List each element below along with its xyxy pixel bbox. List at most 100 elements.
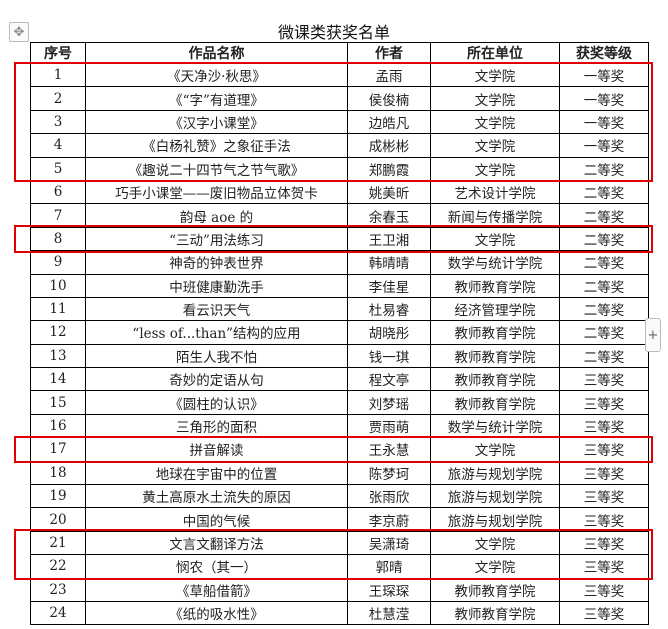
col-author-cell: 王琛琛 [347, 577, 431, 602]
col-work-title-cell: 《纸的吸水性》 [85, 600, 348, 626]
col-work-title-cell: 奇妙的定语从句 [85, 367, 348, 392]
col-award-level-cell: 三等奖 [559, 600, 649, 626]
col-unit-cell: 文学院 [430, 86, 560, 111]
table-row: 12 “less of...than”结构的应用 胡晓彤 教师教育学院 二等奖 [30, 320, 649, 345]
header-col-unit: 所在单位 [430, 42, 560, 64]
col-award-level-cell: 三等奖 [559, 554, 649, 579]
col-work-title-cell: 《圆柱的认识》 [85, 390, 348, 415]
table-row: 1 《天净沙·秋思》 孟雨 文学院 一等奖 [30, 62, 649, 88]
col-award-level-cell: 二等奖 [559, 203, 649, 228]
col-award-level-cell: 一等奖 [559, 86, 649, 111]
table-row: 6 巧手小课堂——废旧物品立体贺卡 姚美昕 艺术设计学院 二等奖 [30, 179, 649, 205]
col-work-title-cell: 中国的气候 [85, 507, 348, 532]
add-row-button[interactable]: + [645, 318, 661, 352]
col-author-cell: 贾雨萌 [347, 413, 431, 439]
col-index-cell: 12 [30, 320, 86, 345]
col-author-cell: 成彬彬 [347, 133, 431, 158]
col-award-level-cell: 三等奖 [559, 577, 649, 602]
col-index-cell: 13 [30, 343, 86, 369]
col-index-cell: 6 [30, 179, 86, 205]
col-index-cell: 20 [30, 507, 86, 532]
header-col-award-level: 获奖等级 [559, 42, 649, 64]
col-work-title-cell: “less of...than”结构的应用 [85, 320, 348, 345]
col-author-cell: 吴潇琦 [347, 530, 431, 556]
col-unit-cell: 教师教育学院 [430, 600, 560, 626]
table-row: 23 《草船借箭》 王琛琛 教师教育学院 三等奖 [30, 577, 649, 602]
col-unit-cell: 教师教育学院 [430, 577, 560, 602]
col-award-level-cell: 二等奖 [559, 156, 649, 181]
col-work-title-cell: 陌生人我不怕 [85, 343, 348, 369]
col-unit-cell: 教师教育学院 [430, 367, 560, 392]
col-index-cell: 1 [30, 62, 86, 88]
table-row: 2 《“字”有道理》 侯俊楠 文学院 一等奖 [30, 86, 649, 111]
col-unit-cell: 文学院 [430, 156, 560, 181]
table-row: 3 《汉字小课堂》 边皓凡 文学院 一等奖 [30, 109, 649, 135]
col-award-level-cell: 二等奖 [559, 273, 649, 298]
move-arrows-icon: ✥ [13, 24, 25, 40]
col-award-level-cell: 三等奖 [559, 460, 649, 486]
col-author-cell: 余春玉 [347, 203, 431, 228]
col-index-cell: 7 [30, 203, 86, 228]
col-award-level-cell: 二等奖 [559, 226, 649, 252]
col-index-cell: 23 [30, 577, 86, 602]
col-unit-cell: 教师教育学院 [430, 343, 560, 369]
col-index-cell: 24 [30, 600, 86, 626]
col-author-cell: 王永慧 [347, 437, 431, 462]
highlight-box [14, 61, 653, 183]
col-author-cell: 程文亭 [347, 367, 431, 392]
table-row: 7 韵母 aoe 的余春玉 新闻与传播学院 二等奖 [30, 203, 649, 228]
col-work-title-cell: 文言文翻译方法 [85, 530, 348, 556]
table-row: 15 《圆柱的认识》 刘梦瑶 教师教育学院 三等奖 [30, 390, 649, 415]
award-table: 序号 作品名称 作者 所在单位 获奖等级 1 《天净沙·秋思》 孟雨 文学院 一等奖 2 《“字”有… [30, 42, 649, 626]
col-index-cell: 21 [30, 530, 86, 556]
highlight-box [14, 529, 653, 581]
col-work-title-cell: 三角形的面积 [85, 413, 348, 439]
highlight-box [14, 225, 653, 253]
col-index-cell: 9 [30, 250, 86, 275]
col-index-cell: 11 [30, 296, 86, 322]
col-author-cell: 韩晴晴 [347, 250, 431, 275]
col-award-level-cell: 三等奖 [559, 530, 649, 556]
header-col-work-title: 作品名称 [85, 42, 348, 64]
col-author-cell: 陈梦珂 [347, 460, 431, 486]
col-author-cell: 李佳星 [347, 273, 431, 298]
col-award-level-cell: 三等奖 [559, 437, 649, 462]
col-work-title-cell: 《白杨礼赞》之象征手法 [85, 133, 348, 158]
col-author-cell: 钱一琪 [347, 343, 431, 369]
col-work-title-cell: “三动”用法练习 [85, 226, 348, 252]
col-author-cell: 王卫湘 [347, 226, 431, 252]
col-author-cell: 杜慧滢 [347, 600, 431, 626]
table-row: 10 中班健康勤洗手 李佳星 教师教育学院 二等奖 [30, 273, 649, 298]
table-row: 22 悯农（其一） 郭晴 文学院 三等奖 [30, 554, 649, 579]
header-col-index: 序号 [30, 42, 86, 64]
col-unit-cell: 艺术设计学院 [430, 179, 560, 205]
col-award-level-cell: 三等奖 [559, 484, 649, 509]
table-row: 14 奇妙的定语从句 程文亭 教师教育学院 三等奖 [30, 367, 649, 392]
col-work-title-cell: 黄土高原水土流失的原因 [85, 484, 348, 509]
col-unit-cell: 教师教育学院 [430, 320, 560, 345]
col-unit-cell: 教师教育学院 [430, 273, 560, 298]
col-award-level-cell: 二等奖 [559, 179, 649, 205]
col-award-level-cell: 三等奖 [559, 390, 649, 415]
col-work-title-cell: 《“字”有道理》 [85, 86, 348, 111]
col-work-title-cell: 《趣说二十四节气之节气歌》 [85, 156, 348, 181]
table-row: 9 神奇的钟表世界 韩晴晴 数学与统计学院 二等奖 [30, 250, 649, 275]
col-award-level-cell: 二等奖 [559, 343, 649, 369]
col-work-title-cell: 悯农（其一） [85, 554, 348, 579]
col-author-cell: 刘梦瑶 [347, 390, 431, 415]
col-award-level-cell: 二等奖 [559, 296, 649, 322]
col-award-level-cell: 二等奖 [559, 320, 649, 345]
col-author-cell: 侯俊楠 [347, 86, 431, 111]
col-work-title-cell: 《汉字小课堂》 [85, 109, 348, 135]
table-row: 16 三角形的面积 贾雨萌 数学与统计学院 三等奖 [30, 413, 649, 439]
col-work-title-cell: 看云识天气 [85, 296, 348, 322]
col-unit-cell: 教师教育学院 [430, 390, 560, 415]
col-index-cell: 16 [30, 413, 86, 439]
col-award-level-cell: 三等奖 [559, 507, 649, 532]
col-unit-cell: 文学院 [430, 62, 560, 88]
col-award-level-cell: 一等奖 [559, 133, 649, 158]
col-author-cell: 胡晓彤 [347, 320, 431, 345]
table-move-handle[interactable]: ✥ [9, 22, 29, 42]
plus-icon: + [647, 327, 659, 343]
col-index-cell: 17 [30, 437, 86, 462]
